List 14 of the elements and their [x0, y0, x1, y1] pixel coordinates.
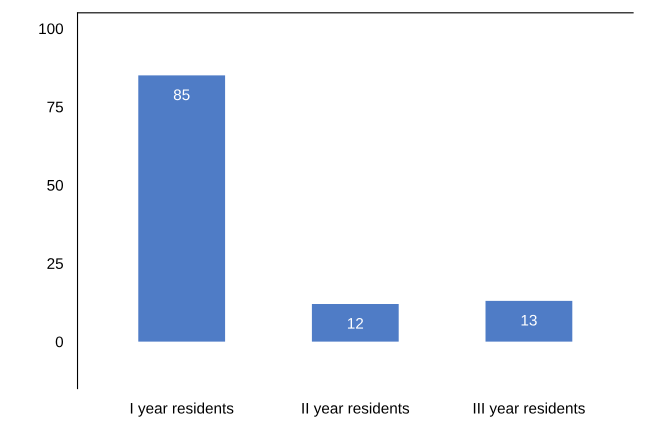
x-tick-label: I year residents: [130, 402, 234, 417]
data-label: 13: [522, 314, 537, 326]
data-label: 12: [348, 318, 364, 329]
x-tick-label: II year residents: [302, 402, 410, 417]
y-tick-label: 0: [56, 336, 64, 348]
data-label: 85: [174, 89, 190, 100]
y-tick-label: 100: [39, 23, 64, 34]
bar: [312, 304, 399, 342]
y-tick-label: 50: [47, 180, 64, 191]
y-tick-label: 25: [47, 258, 63, 270]
bar: [138, 75, 226, 342]
y-tick-label: 75: [47, 102, 63, 112]
x-tick-label: III year residents: [474, 402, 585, 417]
bar: [486, 300, 572, 342]
